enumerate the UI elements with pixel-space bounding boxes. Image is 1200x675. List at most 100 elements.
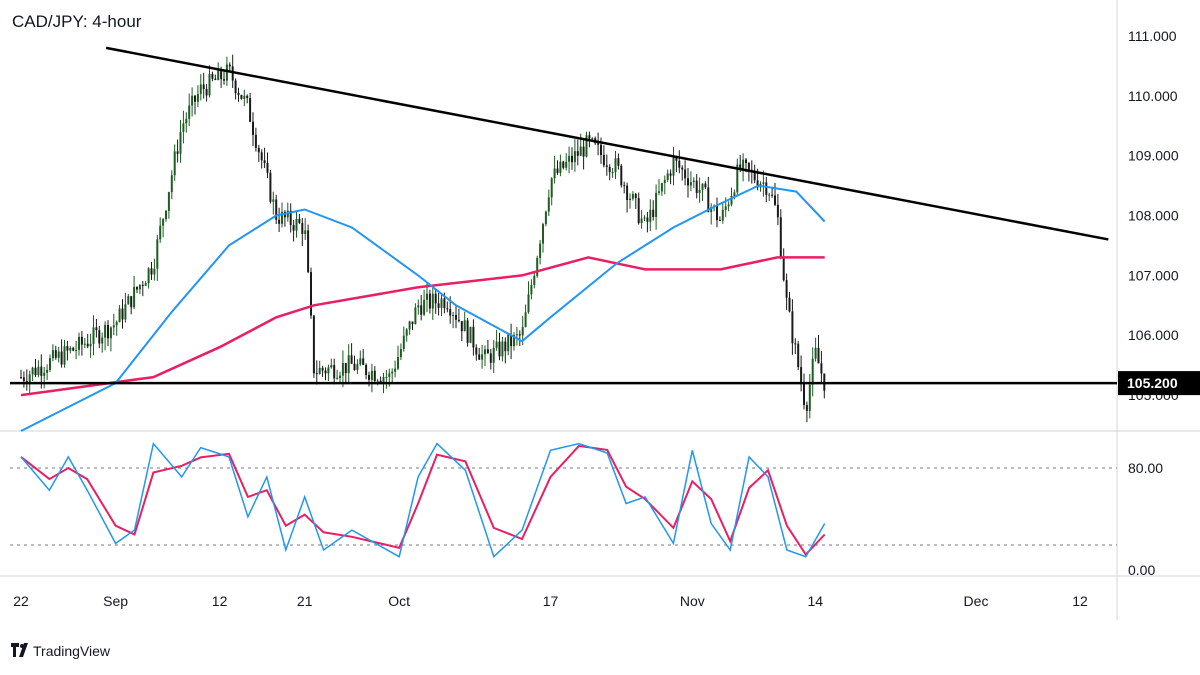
candle-body bbox=[443, 298, 446, 309]
candle-body bbox=[710, 207, 713, 213]
candle-body bbox=[803, 383, 805, 405]
candle-body bbox=[66, 346, 69, 351]
candle-body bbox=[808, 384, 811, 411]
candle-body bbox=[254, 134, 257, 148]
candle-body bbox=[220, 69, 223, 80]
chart-title: CAD/JPY: 4-hour bbox=[12, 12, 142, 31]
candle-body bbox=[60, 351, 63, 365]
candle-body bbox=[553, 168, 556, 179]
candle-body bbox=[687, 178, 689, 186]
candle-body bbox=[489, 353, 492, 363]
candle-body bbox=[747, 162, 750, 170]
candle-body bbox=[681, 167, 684, 170]
time-tick-label: 14 bbox=[808, 593, 824, 609]
candle-body bbox=[408, 321, 411, 330]
candle-body bbox=[40, 366, 43, 376]
candle-body bbox=[252, 121, 254, 135]
candle-body bbox=[269, 172, 272, 202]
candle-body bbox=[101, 337, 104, 344]
candle-body bbox=[446, 308, 449, 310]
candle-body bbox=[498, 341, 501, 357]
candle-body bbox=[411, 321, 414, 325]
candle-body bbox=[527, 294, 530, 313]
candle-body bbox=[428, 293, 431, 309]
price-axis[interactable]: 111.000 110.000 109.000 108.000 107.000 106.0… bbox=[1128, 28, 1179, 403]
candle-body bbox=[698, 189, 701, 194]
candle-body bbox=[182, 123, 185, 132]
candle-body bbox=[504, 341, 507, 352]
candle-body bbox=[394, 368, 397, 372]
candle-body bbox=[344, 363, 347, 374]
candle-body bbox=[214, 78, 217, 80]
candle-body bbox=[147, 268, 150, 284]
candle-body bbox=[611, 172, 614, 174]
candle-body bbox=[83, 343, 86, 345]
candle-body bbox=[185, 118, 188, 124]
candle-body bbox=[791, 311, 794, 344]
candle-body bbox=[774, 195, 776, 205]
candle-body bbox=[452, 315, 455, 317]
candle-body bbox=[104, 324, 107, 338]
candle-body bbox=[275, 199, 278, 220]
candle-body bbox=[420, 305, 423, 315]
stochastic-d-line bbox=[20, 444, 826, 557]
candle-body bbox=[109, 327, 112, 339]
descending-trendline[interactable] bbox=[105, 46, 1109, 241]
candle-body bbox=[69, 347, 72, 351]
candle-body bbox=[292, 225, 295, 231]
candle-body bbox=[718, 220, 721, 222]
candle-body bbox=[173, 151, 176, 176]
candle-body bbox=[608, 166, 611, 173]
candle-body bbox=[202, 84, 205, 90]
candle-body bbox=[684, 169, 687, 179]
candle-body bbox=[626, 185, 629, 200]
candle-body bbox=[768, 194, 771, 196]
candle-body bbox=[95, 327, 98, 331]
candle-body bbox=[368, 374, 370, 380]
candle-body bbox=[167, 192, 170, 211]
candle-body bbox=[243, 95, 246, 99]
candle-body bbox=[457, 319, 460, 322]
candle-body bbox=[281, 211, 283, 224]
candle-body bbox=[811, 358, 814, 385]
candle-body bbox=[776, 204, 779, 218]
candle-body bbox=[721, 209, 724, 221]
candle-body bbox=[162, 219, 165, 226]
price-tick-label: 111.000 bbox=[1128, 28, 1177, 44]
candle-body bbox=[800, 367, 803, 384]
candle-body bbox=[223, 79, 225, 81]
candle-body bbox=[89, 343, 92, 347]
tradingview-logo-icon[interactable] bbox=[11, 643, 28, 657]
candle-body bbox=[176, 151, 179, 154]
price-tick-label: 110.000 bbox=[1128, 88, 1178, 104]
candle-body bbox=[417, 305, 420, 308]
candle-body bbox=[37, 366, 40, 376]
brand-name[interactable]: TradingView bbox=[33, 643, 111, 659]
fast-moving-average-line bbox=[20, 184, 826, 432]
candle-body bbox=[475, 347, 478, 355]
candle-body bbox=[341, 363, 344, 376]
candle-body bbox=[440, 298, 443, 308]
candle-body bbox=[307, 230, 310, 273]
candle-body bbox=[310, 272, 312, 316]
candle-body bbox=[585, 135, 588, 157]
candle-body bbox=[455, 315, 457, 320]
price-tick-label: 109.000 bbox=[1128, 148, 1179, 164]
candle-body bbox=[426, 293, 428, 300]
candle-body bbox=[765, 182, 768, 195]
candle-body bbox=[359, 358, 362, 365]
candle-body bbox=[794, 343, 797, 345]
candle-body bbox=[588, 135, 591, 139]
candle-body bbox=[382, 376, 385, 383]
candle-body bbox=[631, 193, 634, 199]
time-axis[interactable]: 22 Sep 12 21 Oct 17 Nov 14 Dec 12 bbox=[13, 593, 1088, 609]
candle-body bbox=[486, 349, 489, 354]
candle-body bbox=[49, 358, 51, 370]
candle-body bbox=[217, 69, 220, 80]
candlestick-series bbox=[20, 54, 826, 423]
candle-body bbox=[643, 217, 646, 219]
candle-body bbox=[43, 372, 46, 376]
candle-body bbox=[159, 225, 162, 240]
candle-body bbox=[701, 183, 704, 190]
